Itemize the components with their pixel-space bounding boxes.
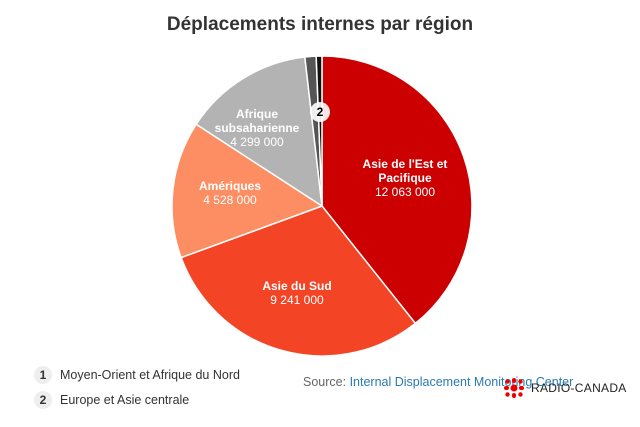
legend-marker: 2 (34, 391, 52, 409)
pie-slice (171, 123, 324, 259)
source-note: Source: Internal Displacement Monitoring… (303, 375, 573, 390)
legend-item-1: 1 Moyen-Orient et Afrique du Nord (34, 366, 240, 384)
radio-canada-logo: RADIO-CANADA (503, 377, 627, 399)
slice-marker-bg (310, 102, 330, 122)
slice-label: Amériques 4 528 000 (199, 179, 261, 207)
slice-marker: 2 (317, 105, 324, 119)
pie-slice (195, 56, 323, 208)
source-link[interactable]: Internal Displacement Monitoring Center (349, 375, 574, 389)
logo-text: RADIO-CANADA (531, 381, 627, 395)
slice-label: Asie du Sud 9 241 000 (262, 279, 331, 307)
legend-marker: 1 (34, 366, 52, 384)
legend-label: Moyen-Orient et Afrique du Nord (60, 368, 240, 382)
legend-item-2: 2 Europe et Asie centrale (34, 391, 189, 409)
pie-slice (180, 205, 417, 357)
chart-title: Déplacements internes par région (166, 14, 474, 35)
radio-canada-gem-icon (504, 378, 524, 398)
pie-slice (315, 55, 323, 207)
slice-label: Afrique subsaharienne 4 299 000 (215, 107, 300, 149)
pie-slice (321, 55, 473, 325)
source-prefix: Source: (303, 375, 350, 389)
slice-label: Asie de l'Est et Pacifique 12 063 000 (363, 157, 448, 199)
legend-label: Europe et Asie centrale (60, 393, 190, 407)
